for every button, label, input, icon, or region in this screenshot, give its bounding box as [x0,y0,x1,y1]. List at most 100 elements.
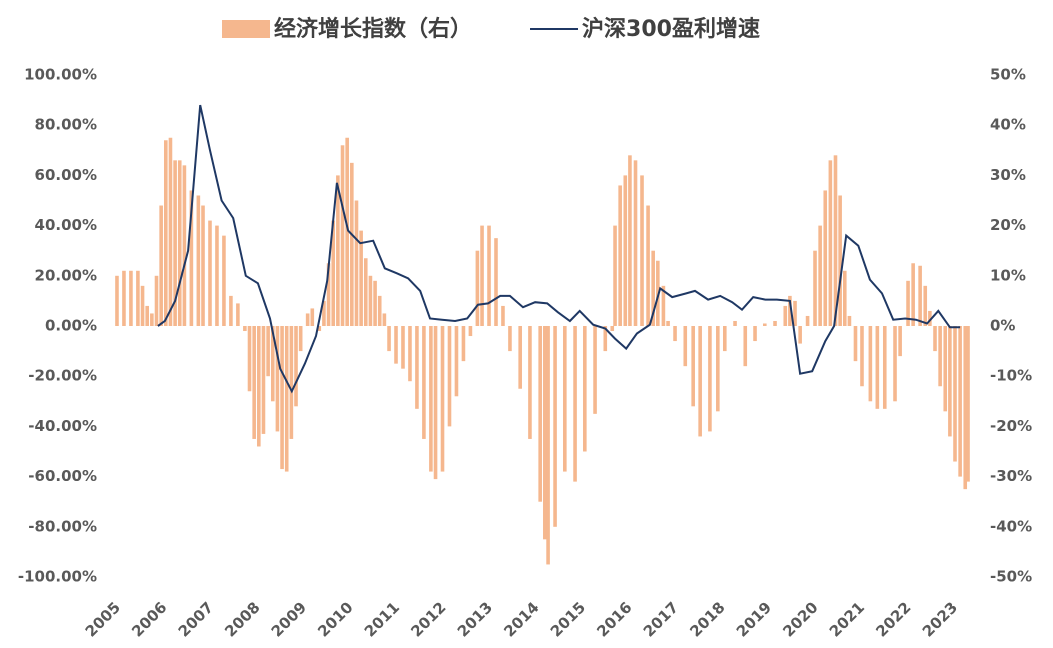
bar [963,326,968,490]
bar [145,305,150,326]
y2-tick-label: -40% [990,517,1032,535]
bar [340,145,345,326]
x-tick-label: 2011 [361,598,403,640]
bar [853,326,858,362]
bar [501,305,505,326]
bar [266,326,270,377]
bar [261,326,266,434]
bar [783,305,788,326]
bar [173,160,177,326]
bar [468,326,473,337]
bar [508,326,512,352]
bar [628,155,632,326]
y-tick-label: -60.00% [28,467,97,485]
bar [382,313,387,326]
line [157,104,961,394]
bar [182,165,187,326]
bar [603,326,608,352]
y2-tick-label: 50% [990,66,1026,84]
x-tick-label: 2020 [779,598,821,640]
y2-tick-label: -30% [990,467,1032,485]
bar [164,140,168,326]
bar [723,326,727,352]
bar [823,190,828,326]
bar [691,326,695,407]
y2-tick-label: 30% [990,166,1026,184]
bar [394,326,398,364]
x-tick-label: 2015 [547,598,589,640]
bar [168,137,173,326]
bar [310,308,315,326]
bar [546,326,550,565]
bar [762,323,767,326]
bar [661,285,666,326]
bar [331,220,336,326]
bar [494,238,498,326]
bar [651,250,655,326]
bar [788,295,792,326]
x-tick-label: 2021 [826,598,868,640]
x-tick-label: 2019 [733,598,775,640]
bar [136,270,140,326]
bar [538,326,542,502]
bar [833,155,838,326]
bar [215,225,219,326]
bar [257,326,261,447]
bar [583,326,587,452]
y2-tick-label: -20% [990,417,1032,435]
bar [860,326,864,387]
bar [753,326,757,342]
x-tick-label: 2022 [872,598,914,640]
bar [933,326,937,352]
bar [818,225,822,326]
bar [868,326,873,402]
bar [305,313,310,326]
bar [923,285,928,326]
bar [433,326,438,480]
y-tick-label: -20.00% [28,367,97,385]
legend-swatch [222,20,270,38]
bar [683,326,688,367]
bar [698,326,702,437]
bar [377,295,382,326]
y2-tick-label: -10% [990,367,1032,385]
bar [275,326,280,432]
bar [270,326,275,402]
bar [793,300,797,326]
y-tick-label: -100.00% [18,568,97,586]
bar [247,326,252,392]
x-tick-label: 2018 [686,598,728,640]
bar [528,326,532,439]
bar [716,326,720,412]
x-tick-label: 2017 [640,598,682,640]
x-tick-label: 2023 [919,598,961,640]
bar [480,225,484,326]
bar [918,265,922,326]
y-tick-label: 0.00% [45,317,97,335]
bar [354,200,359,326]
bar [613,225,617,326]
bar [610,326,615,332]
bar [953,326,957,462]
bar [518,326,522,389]
bar [429,326,433,472]
bar [733,320,737,326]
bar [461,326,466,362]
bar [573,326,577,482]
bar [368,275,373,326]
bar [150,313,154,326]
bar [222,235,226,326]
bar [928,310,932,326]
bar [966,326,970,482]
x-tick-label: 2006 [128,598,170,640]
bar [289,326,294,439]
bar [842,270,847,326]
bar [633,160,638,326]
bar [177,160,182,326]
bar [553,326,557,527]
bar [284,326,289,472]
bar [440,326,445,472]
bar [326,263,331,326]
bar [593,326,597,414]
